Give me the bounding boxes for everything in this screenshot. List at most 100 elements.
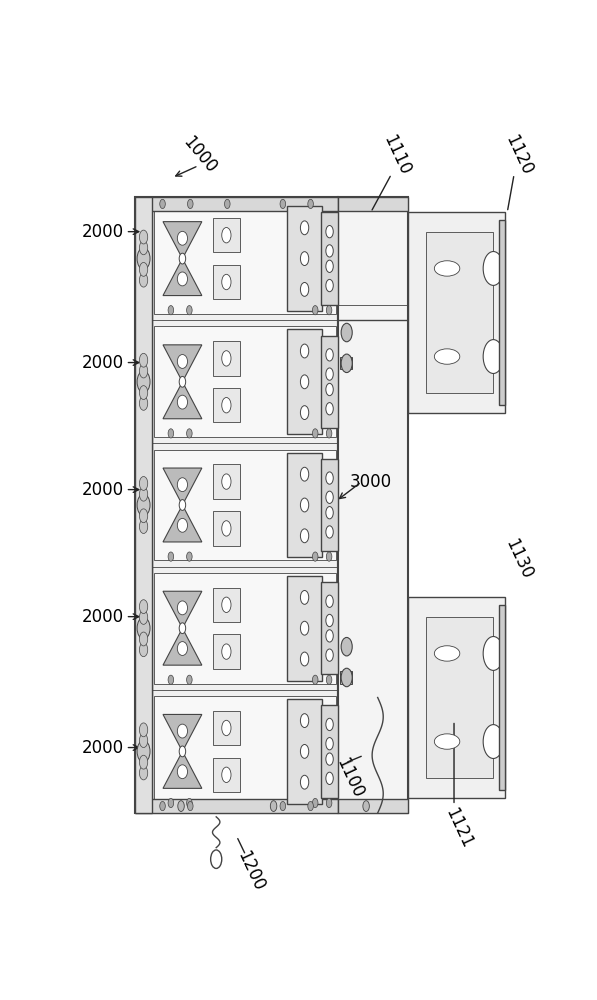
Circle shape	[300, 252, 309, 266]
Circle shape	[187, 429, 192, 438]
Bar	[499, 220, 505, 405]
Circle shape	[270, 801, 277, 811]
Bar	[154, 696, 337, 807]
Circle shape	[300, 621, 309, 635]
Polygon shape	[163, 382, 202, 419]
Ellipse shape	[177, 272, 187, 286]
Circle shape	[140, 766, 147, 780]
Circle shape	[140, 487, 147, 501]
Circle shape	[168, 552, 174, 561]
Circle shape	[140, 723, 147, 737]
Circle shape	[224, 199, 230, 209]
Bar	[321, 705, 338, 798]
Bar	[288, 576, 322, 681]
Text: 2000: 2000	[81, 223, 124, 241]
Circle shape	[187, 798, 192, 808]
Bar	[135, 197, 338, 813]
Circle shape	[137, 371, 150, 393]
Circle shape	[140, 262, 147, 276]
Bar	[213, 341, 240, 376]
Bar	[154, 326, 337, 437]
Circle shape	[326, 368, 333, 380]
Circle shape	[326, 630, 333, 642]
Circle shape	[221, 351, 231, 366]
Circle shape	[140, 509, 147, 523]
Circle shape	[326, 772, 333, 785]
Circle shape	[483, 725, 503, 758]
Circle shape	[326, 614, 333, 627]
Bar	[288, 329, 322, 434]
Bar	[426, 617, 493, 778]
Circle shape	[137, 494, 150, 516]
Ellipse shape	[177, 478, 187, 492]
Circle shape	[300, 529, 309, 543]
Text: 1200: 1200	[233, 848, 267, 894]
Text: 1000: 1000	[179, 133, 220, 177]
Bar	[213, 634, 240, 669]
Circle shape	[308, 801, 313, 811]
Circle shape	[327, 798, 332, 808]
Circle shape	[178, 801, 184, 811]
Bar	[213, 711, 240, 745]
Ellipse shape	[177, 231, 187, 245]
Bar	[135, 799, 338, 813]
Bar	[426, 232, 493, 393]
Circle shape	[137, 617, 150, 639]
Polygon shape	[163, 505, 202, 542]
Text: 1120: 1120	[501, 132, 536, 178]
Circle shape	[221, 644, 231, 659]
Polygon shape	[163, 751, 202, 788]
Bar	[213, 511, 240, 546]
Text: 3000: 3000	[350, 473, 392, 491]
Bar	[213, 265, 240, 299]
Circle shape	[312, 429, 318, 438]
Circle shape	[300, 221, 309, 235]
Polygon shape	[163, 259, 202, 296]
Polygon shape	[163, 222, 202, 259]
Ellipse shape	[435, 646, 460, 661]
Circle shape	[140, 396, 147, 410]
Bar	[340, 671, 352, 684]
Bar	[499, 605, 505, 790]
Circle shape	[168, 429, 174, 438]
Bar	[338, 799, 408, 813]
Bar	[154, 573, 337, 684]
Bar	[135, 197, 338, 211]
Circle shape	[140, 643, 147, 657]
Circle shape	[140, 520, 147, 533]
Circle shape	[326, 753, 333, 765]
Circle shape	[483, 340, 503, 373]
Bar	[338, 197, 408, 211]
Circle shape	[300, 652, 309, 666]
Circle shape	[483, 637, 503, 670]
Bar	[321, 582, 338, 674]
Bar	[154, 450, 337, 560]
Circle shape	[221, 597, 231, 612]
Circle shape	[327, 306, 332, 315]
Bar	[288, 699, 322, 804]
Text: 2000: 2000	[81, 354, 124, 372]
Circle shape	[326, 738, 333, 750]
Circle shape	[221, 521, 231, 536]
Bar	[288, 206, 322, 311]
Circle shape	[179, 623, 186, 634]
Circle shape	[326, 491, 333, 503]
Circle shape	[327, 675, 332, 684]
Circle shape	[326, 279, 333, 292]
Circle shape	[140, 632, 147, 646]
Bar	[321, 212, 338, 305]
Ellipse shape	[177, 518, 187, 532]
Ellipse shape	[435, 261, 460, 276]
Text: 1121: 1121	[442, 805, 476, 851]
Circle shape	[341, 668, 352, 687]
Circle shape	[160, 199, 165, 209]
Circle shape	[179, 500, 186, 510]
Circle shape	[326, 225, 333, 238]
Circle shape	[221, 474, 231, 489]
Text: 2000: 2000	[81, 608, 124, 626]
Text: 1110: 1110	[379, 132, 413, 178]
Circle shape	[221, 767, 231, 783]
Bar	[288, 453, 322, 557]
Circle shape	[312, 306, 318, 315]
Circle shape	[140, 755, 147, 769]
